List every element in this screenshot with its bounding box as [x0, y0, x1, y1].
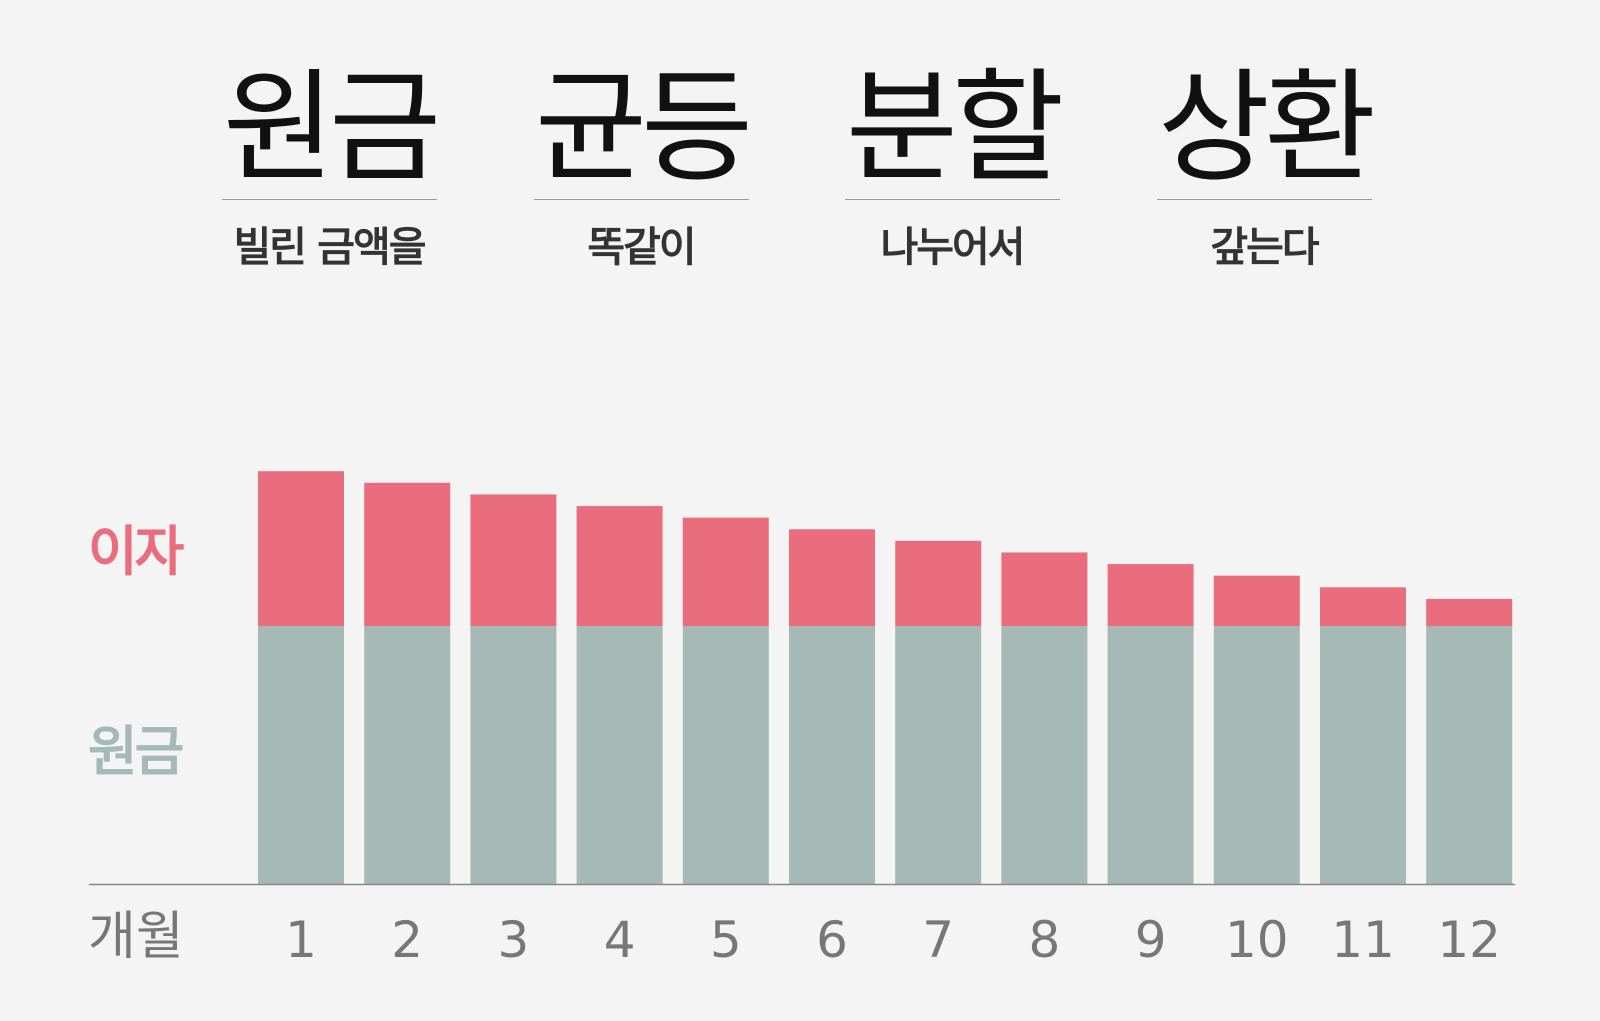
bar-interest-2: [364, 482, 451, 626]
bar-interest-11: [1320, 587, 1406, 626]
bar-interest-1: [258, 471, 344, 626]
bar-principal-3: [470, 626, 557, 884]
bar-interest-9: [1107, 564, 1194, 626]
title-word: 원금: [222, 57, 441, 199]
legend-principal-label: 원금: [88, 720, 184, 783]
x-tick-label-4: 4: [604, 911, 636, 969]
x-tick-label-11: 11: [1331, 911, 1395, 969]
bar-interest-6: [789, 529, 875, 626]
title-subtext: 빌린 금액을: [233, 223, 427, 271]
x-axis-label: 개월: [88, 907, 184, 967]
x-tick-label-2: 2: [391, 911, 423, 969]
x-tick-label-12: 12: [1437, 911, 1501, 969]
bar-principal-5: [682, 626, 769, 884]
x-tick-label-5: 5: [710, 911, 742, 969]
bar-principal-1: [258, 626, 344, 884]
bar-interest-7: [895, 540, 982, 626]
title-group-2: 균등 똑같이: [532, 57, 753, 274]
title-group-3: 분할 나누어서: [843, 57, 1064, 274]
bar-interest-8: [1001, 552, 1088, 626]
x-tick-label-1: 1: [285, 911, 317, 969]
bar-principal-12: [1426, 626, 1513, 884]
title-subtext: 똑같이: [587, 223, 696, 271]
title-divider: [533, 199, 749, 200]
bar-interest-3: [470, 494, 557, 626]
title-word: 분할: [845, 57, 1064, 199]
bar-principal-11: [1320, 626, 1406, 884]
title-group-1: 원금 빌린 금액을: [220, 57, 441, 274]
x-tick-label-9: 9: [1135, 911, 1167, 969]
x-tick-label-7: 7: [922, 911, 954, 969]
title-group-4: 상환 갚는다: [1155, 57, 1376, 274]
bar-principal-2: [364, 626, 451, 884]
x-tick-label-3: 3: [497, 911, 529, 969]
title-subtext: 나누어서: [880, 223, 1026, 271]
legend-interest-label: 이자: [88, 520, 184, 583]
bar-principal-8: [1001, 626, 1088, 884]
title-word: 상환: [1157, 57, 1376, 199]
x-tick-label-10: 10: [1225, 911, 1289, 969]
bar-principal-10: [1213, 626, 1300, 884]
bar-interest-4: [576, 506, 663, 626]
bar-principal-6: [789, 626, 875, 884]
title-subtext: 갚는다: [1210, 223, 1319, 271]
title-word: 균등: [534, 57, 753, 199]
bar-principal-4: [576, 626, 663, 884]
title-divider: [1156, 199, 1372, 200]
x-tick-label-6: 6: [816, 911, 848, 969]
x-tick-label-8: 8: [1028, 911, 1060, 969]
title-divider: [221, 199, 437, 200]
bar-principal-9: [1107, 626, 1194, 884]
bar-interest-5: [682, 517, 769, 626]
bar-principal-7: [895, 626, 982, 884]
bar-interest-10: [1213, 575, 1300, 626]
title-divider: [844, 199, 1060, 200]
bar-interest-12: [1426, 598, 1513, 626]
